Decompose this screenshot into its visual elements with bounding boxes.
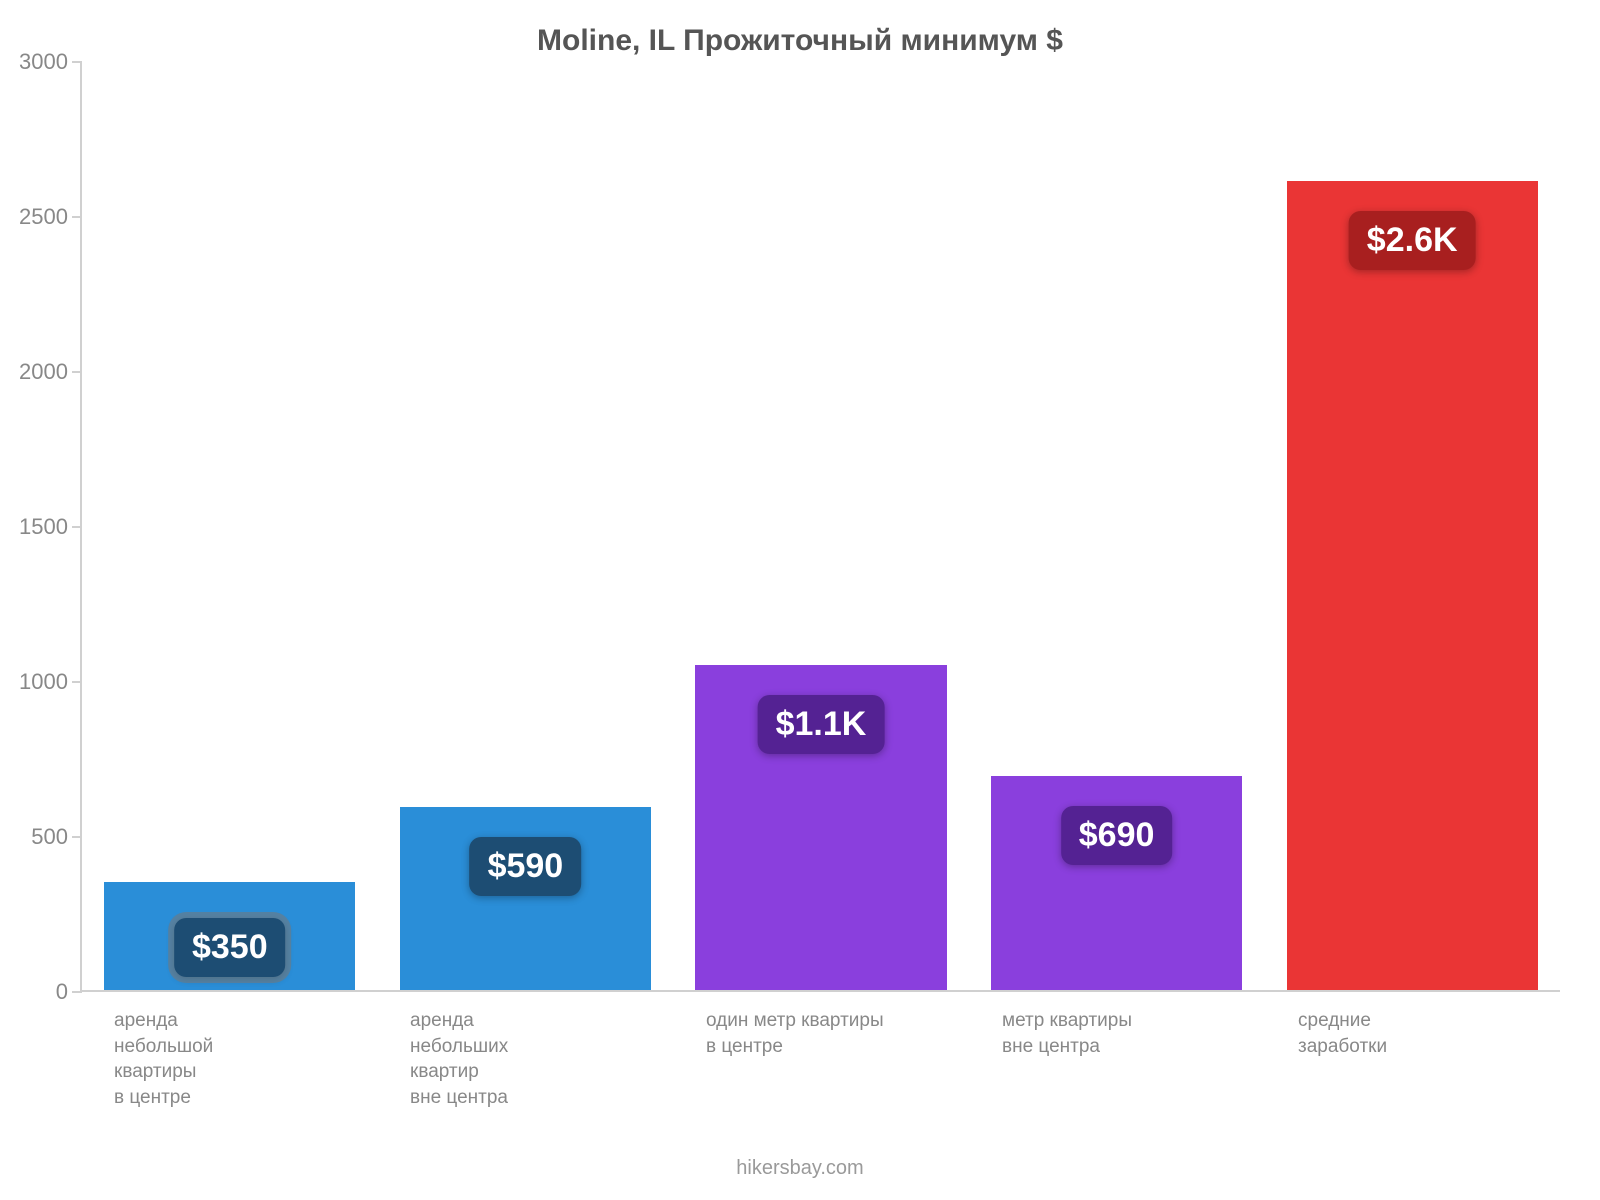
- plot-area: $350$590$1.1K$690$2.6K 05001000150020002…: [80, 62, 1560, 992]
- value-badge: $1.1K: [758, 695, 885, 754]
- bar: $1.1K: [695, 665, 946, 991]
- cost-of-living-chart: Moline, IL Прожиточный минимум $ $350 $59…: [0, 0, 1600, 1200]
- y-tick-label: 500: [12, 824, 82, 850]
- y-tick-label: 1500: [12, 514, 82, 540]
- bar-slot: $1.1K: [673, 62, 969, 990]
- value-badge: $2.6K: [1349, 211, 1476, 270]
- bar-slot: $2.6K: [1264, 62, 1560, 990]
- x-axis-labels: аренданебольшойквартирыв центреаренданеб…: [80, 998, 1560, 1111]
- x-axis-label: аренданебольшойквартирыв центре: [80, 998, 376, 1111]
- bars-container: $350 $590 $1.1K $690 $2.6K: [82, 62, 1560, 990]
- bar: $2.6K: [1287, 181, 1538, 990]
- x-axis-label: аренданебольшихквартирвне центра: [376, 998, 672, 1111]
- y-tick-label: 0: [12, 979, 82, 1005]
- y-tick-label: 1000: [12, 669, 82, 695]
- bar-slot: $590: [378, 62, 674, 990]
- attribution-text: hikersbay.com: [0, 1157, 1600, 1180]
- y-tick-label: 3000: [12, 49, 82, 75]
- x-axis-label: метр квартирывне центра: [968, 998, 1264, 1111]
- bar: $690: [991, 776, 1242, 990]
- bar: $590: [400, 807, 651, 990]
- bar-slot: $350: [82, 62, 378, 990]
- x-axis-label: средниезаработки: [1264, 998, 1560, 1111]
- value-badge: $590: [470, 837, 582, 896]
- bar-slot: $690: [969, 62, 1265, 990]
- y-tick-label: 2500: [12, 204, 82, 230]
- y-tick-label: 2000: [12, 359, 82, 385]
- x-axis-label: один метр квартирыв центре: [672, 998, 968, 1111]
- chart-title: Moline, IL Прожиточный минимум $: [0, 24, 1600, 58]
- bar: $350: [104, 882, 355, 991]
- value-badge: $350: [174, 918, 286, 977]
- value-badge: $690: [1061, 806, 1173, 865]
